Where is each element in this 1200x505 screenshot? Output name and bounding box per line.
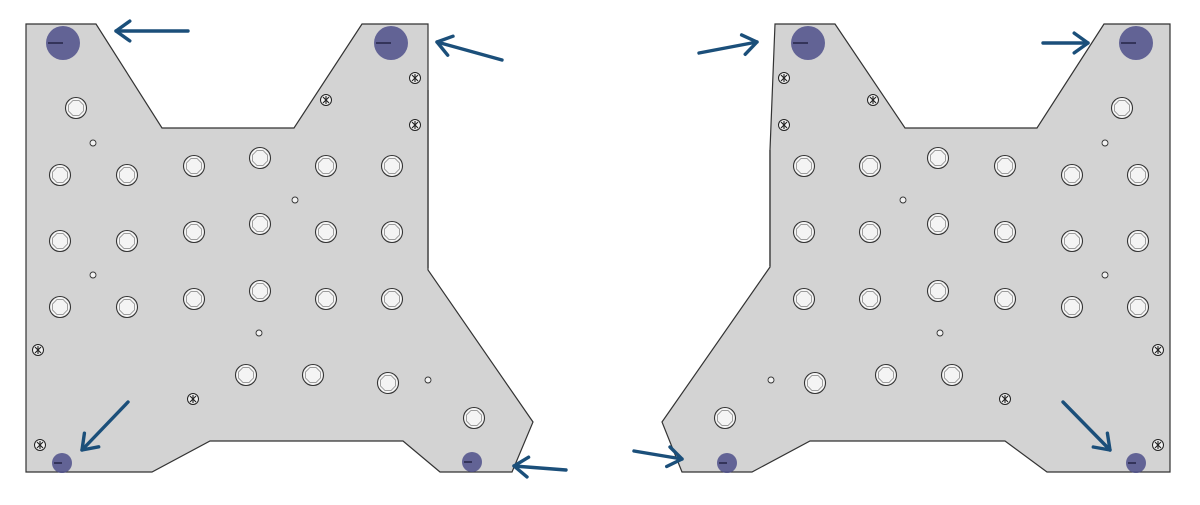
arrow-icon xyxy=(435,34,504,62)
screw-icon xyxy=(320,94,332,106)
small-hole xyxy=(291,196,299,204)
key-hole xyxy=(993,287,1017,311)
key-hole xyxy=(380,154,404,178)
screws xyxy=(32,72,1164,451)
small-hole xyxy=(89,271,97,279)
right-plate xyxy=(661,23,1171,473)
small-hole xyxy=(767,376,775,384)
key-hole xyxy=(926,212,950,236)
mounting-point xyxy=(374,26,408,60)
arrow-icon xyxy=(632,445,684,469)
right-key-holes xyxy=(713,96,1150,430)
small-hole xyxy=(936,329,944,337)
arrow-icon xyxy=(697,33,759,56)
key-hole xyxy=(803,371,827,395)
screw-icon xyxy=(1152,344,1164,356)
key-hole xyxy=(792,154,816,178)
arrow-icon xyxy=(80,400,130,452)
screw-icon xyxy=(999,393,1011,405)
screw-icon xyxy=(409,119,421,131)
screw-icon xyxy=(867,94,879,106)
key-hole xyxy=(792,220,816,244)
key-hole xyxy=(380,287,404,311)
key-hole xyxy=(1126,229,1150,253)
key-hole xyxy=(874,363,898,387)
small-hole xyxy=(899,196,907,204)
mounting-point xyxy=(791,26,825,60)
left-plate-outline xyxy=(25,23,534,473)
key-hole xyxy=(64,96,88,120)
mounting-points xyxy=(46,26,1153,473)
key-hole xyxy=(858,287,882,311)
key-hole xyxy=(182,154,206,178)
key-hole xyxy=(462,406,486,430)
key-hole xyxy=(858,154,882,178)
mounting-point xyxy=(462,452,482,472)
mounting-point xyxy=(1126,453,1146,473)
screw-icon xyxy=(32,344,44,356)
key-hole xyxy=(314,220,338,244)
key-hole xyxy=(1060,295,1084,319)
key-hole xyxy=(234,363,258,387)
key-hole xyxy=(1126,295,1150,319)
key-hole xyxy=(1060,229,1084,253)
key-hole xyxy=(713,406,737,430)
arrow-icon xyxy=(1041,31,1090,55)
key-hole xyxy=(182,220,206,244)
key-hole xyxy=(301,363,325,387)
screw-icon xyxy=(1152,439,1164,451)
small-hole xyxy=(1101,271,1109,279)
key-hole xyxy=(993,154,1017,178)
screw-icon xyxy=(187,393,199,405)
mounting-point xyxy=(52,453,72,473)
key-hole xyxy=(926,279,950,303)
key-hole xyxy=(115,295,139,319)
key-hole xyxy=(858,220,882,244)
arrow-icon xyxy=(1061,400,1112,452)
key-hole xyxy=(1060,163,1084,187)
screw-icon xyxy=(409,72,421,84)
screw-icon xyxy=(34,439,46,451)
key-hole xyxy=(248,212,272,236)
mounting-point xyxy=(46,26,80,60)
key-hole xyxy=(1126,163,1150,187)
key-hole xyxy=(248,146,272,170)
key-hole xyxy=(993,220,1017,244)
key-hole xyxy=(314,154,338,178)
screw-icon xyxy=(778,72,790,84)
arrows xyxy=(80,19,1112,479)
key-hole xyxy=(182,287,206,311)
key-hole xyxy=(115,163,139,187)
key-hole xyxy=(48,295,72,319)
small-holes xyxy=(89,139,1109,384)
key-hole xyxy=(376,371,400,395)
key-hole xyxy=(792,287,816,311)
small-hole xyxy=(89,139,97,147)
small-hole xyxy=(1101,139,1109,147)
arrow-icon xyxy=(114,19,190,43)
key-hole xyxy=(926,146,950,170)
key-hole xyxy=(248,279,272,303)
key-hole xyxy=(1110,96,1134,120)
small-hole xyxy=(255,329,263,337)
key-hole xyxy=(48,163,72,187)
mounting-point xyxy=(717,453,737,473)
key-hole xyxy=(314,287,338,311)
key-hole xyxy=(940,363,964,387)
small-hole xyxy=(424,376,432,384)
key-hole xyxy=(380,220,404,244)
key-hole xyxy=(115,229,139,253)
left-plate xyxy=(25,23,534,473)
arrow-icon xyxy=(512,455,568,479)
left-key-holes xyxy=(48,96,486,430)
screw-icon xyxy=(778,119,790,131)
key-hole xyxy=(48,229,72,253)
mounting-point xyxy=(1119,26,1153,60)
right-plate-outline xyxy=(661,23,1171,473)
